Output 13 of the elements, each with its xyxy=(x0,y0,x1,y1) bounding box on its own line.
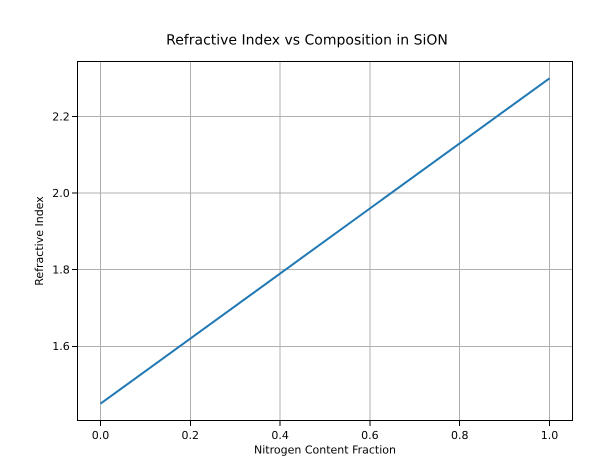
y-tick-label: 1.6 xyxy=(52,340,70,354)
chart-title: Refractive Index vs Composition in SiON xyxy=(166,32,448,48)
x-tick-label: 0.4 xyxy=(271,429,289,442)
y-tick-label: 1.8 xyxy=(52,264,70,277)
x-tick-label: 0.0 xyxy=(92,429,110,442)
x-tick-label: 0.8 xyxy=(450,429,468,442)
x-tick-label: 0.6 xyxy=(361,429,379,442)
x-axis-title: Nitrogen Content Fraction xyxy=(254,443,396,456)
y-axis-title: Refractive Index xyxy=(32,196,46,286)
x-tick-label: 1.0 xyxy=(540,429,558,442)
y-tick-label: 2.2 xyxy=(52,110,70,124)
x-tick-label: 0.2 xyxy=(182,429,200,442)
y-tick-label: 2.0 xyxy=(52,186,70,200)
